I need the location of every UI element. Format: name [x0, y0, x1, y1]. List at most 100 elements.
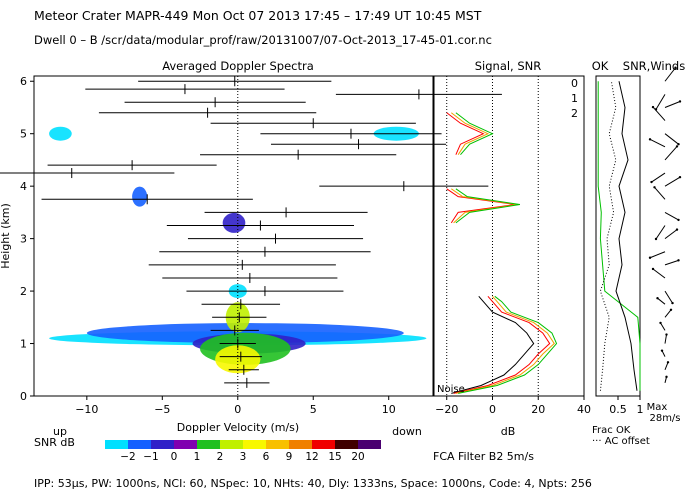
- colorbar-swatch-10: [335, 440, 358, 449]
- wind-arrow-20: [652, 106, 666, 121]
- spectra-blob-4: [215, 345, 261, 374]
- snr-series-6: [455, 188, 521, 224]
- y-tick-label-5: 5: [20, 128, 27, 141]
- x-tick-label--10: −10: [75, 403, 98, 416]
- spectra-blob-7: [222, 212, 246, 233]
- down-label: down: [392, 425, 422, 438]
- snr-tick-label--20: −20: [435, 403, 458, 416]
- wind-arrow-18: [649, 138, 666, 148]
- colorbar-tick-8: 12: [305, 451, 318, 463]
- up-label: up: [53, 425, 67, 438]
- spectra-blob-9: [49, 126, 72, 141]
- wind-arrow-head-21: [678, 100, 682, 103]
- wind-arrow-13: [664, 211, 679, 221]
- wind-arrow-head-9: [677, 259, 680, 262]
- snr-series-9: [455, 112, 494, 156]
- colorbar-swatch-5: [220, 440, 243, 449]
- wind-arrow-7: [664, 290, 673, 304]
- wind-arrow-head-10: [648, 256, 652, 259]
- spectra-title: Averaged Doppler Spectra: [162, 59, 314, 73]
- max-label: Max: [647, 402, 668, 413]
- wind-arrow-head-18: [648, 138, 652, 141]
- wind-arrow-head-12: [654, 237, 658, 241]
- wind-arrow-head-16: [650, 180, 653, 184]
- x-tick-label-10: 10: [382, 403, 396, 416]
- spectra-panel: 0 1 2 3 4 5 6 −10 −5 0 5 10: [0, 75, 502, 416]
- x-tick-label-5: 5: [310, 403, 317, 416]
- colorbar-swatch-3: [174, 440, 197, 449]
- snr-x-label: dB: [501, 425, 516, 438]
- wind-arrow-head-19: [677, 143, 680, 146]
- colorbar-tick-1: −1: [143, 451, 158, 463]
- ok-title: OK: [592, 59, 609, 73]
- ok-series-1: [599, 81, 617, 391]
- wind-arrow-19: [664, 133, 679, 145]
- wind-arrow-head-3: [665, 333, 668, 336]
- colorbar-swatch-7: [266, 440, 289, 449]
- ok-tick-label-0.5: 0.5: [609, 403, 627, 416]
- snr-panel: −20 0 20 40: [432, 75, 591, 416]
- wind-arrow-4: [660, 322, 666, 331]
- footer-params: IPP: 53μs, PW: 1000ns, NCI: 60, NSpec: 1…: [34, 477, 592, 490]
- y-tick-label-6: 6: [20, 75, 27, 88]
- wind-arrow-11: [664, 229, 678, 240]
- wind-arrow-head-1: [666, 361, 670, 364]
- noise-label: Noise: [437, 384, 465, 395]
- legend-run-2: 2: [571, 107, 578, 120]
- snr-frame: [432, 75, 585, 397]
- y-tick-label-4: 4: [20, 180, 27, 193]
- colorbar-swatch-9: [312, 440, 335, 449]
- winds-snr-line: [615, 81, 638, 391]
- wind-arrow-head-20: [651, 105, 655, 109]
- colorbar-swatch-2: [151, 440, 174, 449]
- wind-arrow-21: [664, 101, 681, 108]
- wind-arrow-12: [655, 225, 666, 240]
- ok-frame: [595, 75, 641, 397]
- wind-arrow-23: [664, 67, 676, 82]
- frac-ok-label: Frac OK: [592, 425, 631, 436]
- snr-series-2: [455, 295, 555, 394]
- y-tick-label-1: 1: [20, 338, 27, 351]
- colorbar-tick-6: 6: [263, 451, 270, 463]
- snr-series-0: [451, 295, 535, 394]
- wind-arrow-head-22: [654, 108, 658, 111]
- colorbar-swatch-8: [289, 440, 312, 449]
- colorbar-swatch-11: [358, 440, 381, 449]
- wind-arrow-head-17: [675, 145, 679, 148]
- colorbar-label: SNR dB: [34, 436, 75, 449]
- wind-arrows: [615, 66, 682, 391]
- wind-arrow-head-6: [656, 296, 659, 300]
- snr-series-5: [451, 188, 518, 224]
- wind-arrow-head-23: [674, 66, 677, 69]
- spectra-blobs: [49, 126, 427, 374]
- wind-arrow-head-11: [675, 228, 679, 231]
- wind-arrow-head-5: [669, 308, 673, 312]
- colorbar-swatch-1: [128, 440, 151, 449]
- wind-arrow-head-14: [653, 186, 656, 189]
- y-tick-label-3: 3: [20, 233, 27, 246]
- wind-arrow-14: [654, 186, 666, 200]
- wind-arrow-head-8: [651, 267, 655, 271]
- colorbar-tick-2: 0: [171, 451, 178, 463]
- ok-series-0: [597, 81, 641, 391]
- colorbar-swatch-0: [105, 440, 128, 449]
- max-value: 28m/s: [649, 413, 680, 424]
- ok-panel: 0.5 1: [595, 75, 644, 416]
- wind-arrow-head-13: [677, 218, 680, 222]
- wind-arrow-6: [657, 297, 666, 305]
- wind-arrow-head-2: [660, 349, 664, 352]
- wind-profile: [0, 76, 502, 388]
- wind-arrow-1: [664, 362, 669, 370]
- wind-arrow-22: [655, 94, 666, 110]
- snr-title: Signal, SNR: [475, 59, 542, 73]
- x-tick-label--5: −5: [154, 403, 170, 416]
- x-tick-label-0: 0: [234, 403, 241, 416]
- legend-run-0: 0: [571, 77, 578, 90]
- winds-panel: [615, 66, 682, 391]
- snr-tick-label-40: 40: [577, 403, 591, 416]
- winds-title: SNR,Winds: [623, 59, 685, 73]
- colorbar-tick-3: 1: [194, 451, 201, 463]
- colorbar-tick-10: 20: [351, 451, 364, 463]
- y-tick-label-2: 2: [20, 285, 27, 298]
